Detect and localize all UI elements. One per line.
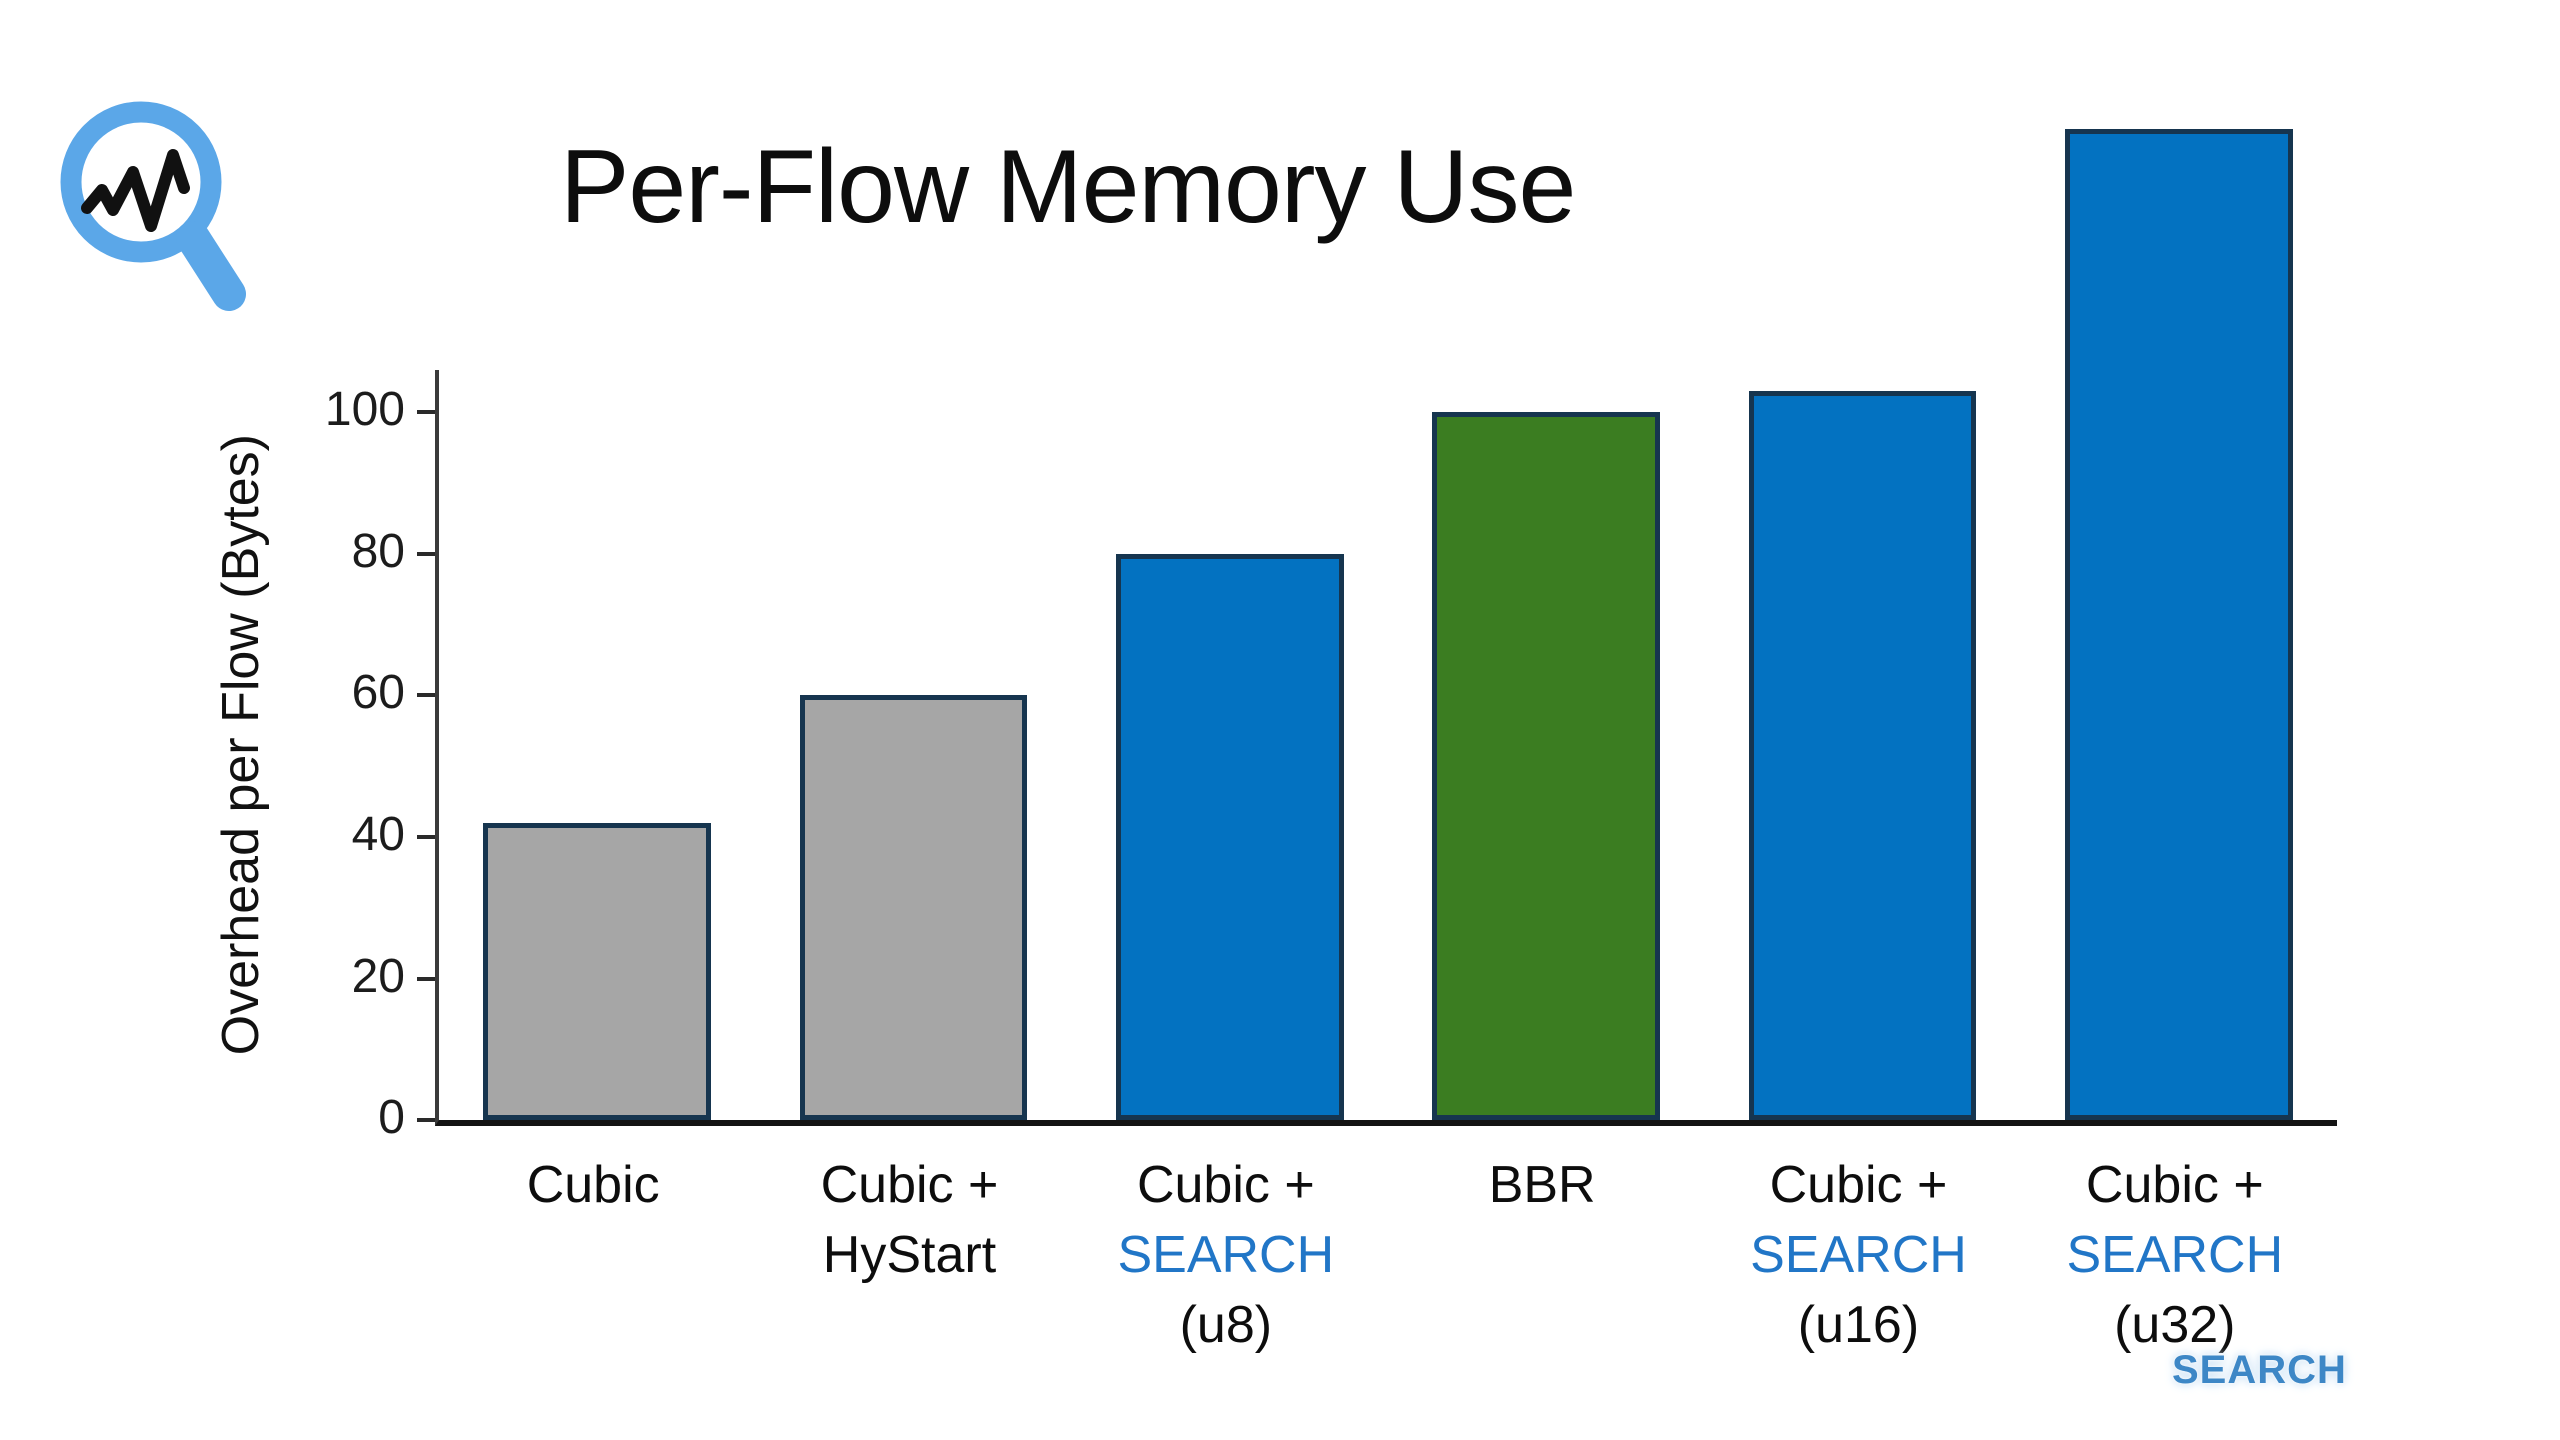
y-tick-label: 100 (324, 383, 405, 437)
x-label-line: BBR (1488, 1156, 1596, 1214)
waveform-icon (81, 149, 190, 232)
y-tick-mark (417, 410, 435, 415)
y-tick-mark (417, 693, 435, 698)
bar-slot (1072, 370, 1388, 1120)
y-tick-label: 80 (351, 524, 405, 578)
x-label-line: Cubic + (820, 1156, 999, 1214)
x-label-line: SEARCH (1750, 1226, 1967, 1284)
magnifier-waveform-logo-icon (60, 101, 246, 311)
y-tick-label: 20 (351, 949, 405, 1003)
y-tick-mark (417, 551, 435, 556)
x-label-line: (u32) (2114, 1296, 2236, 1354)
x-label-line: SEARCH (2066, 1226, 2284, 1284)
x-label-cubic-hystart: Cubic + HyStart (751, 1150, 1067, 1360)
x-label-line: SEARCH (1117, 1226, 1335, 1284)
bars-group (439, 129, 2337, 1120)
bar-cubic-search-u32 (2064, 129, 2293, 1120)
magnifier-handle (176, 221, 246, 311)
search-watermark: SEARCH (2172, 1348, 2347, 1392)
x-label-bbr: BBR (1384, 1150, 1700, 1360)
y-tick-label: 40 (351, 807, 405, 861)
bar-cubic-search-u16 (1748, 391, 1977, 1120)
x-label-line: Cubic + (2085, 1156, 2264, 1214)
x-label-cubic-search-u8: Cubic + SEARCH (u8) (1068, 1150, 1384, 1360)
chart-title: Per-Flow Memory Use (560, 129, 1576, 245)
bar-slot (439, 370, 755, 1120)
x-label-line: Cubic + (1769, 1156, 1948, 1214)
x-label-line: (u8) (1179, 1296, 1273, 1354)
y-tick-mark (417, 976, 435, 981)
bar-bbr (1432, 412, 1661, 1120)
y-tick-label: 60 (351, 666, 405, 720)
x-label-cubic: Cubic (435, 1150, 751, 1360)
y-tick-label: 0 (378, 1091, 405, 1144)
bar-cubic-search-u8 (1115, 553, 1344, 1120)
x-label-cubic-search-u16: Cubic + SEARCH (u16) (1700, 1150, 2016, 1360)
y-tick-mark (417, 1118, 435, 1122)
x-label-line: Cubic (526, 1156, 660, 1214)
x-label-line: HyStart (822, 1226, 997, 1284)
y-tick-mark (417, 834, 435, 839)
x-label-line: Cubic + (1136, 1156, 1315, 1214)
plot-area: 0 20 40 60 80 100 (325, 129, 2337, 1144)
y-axis-title: Overhead per Flow (Bytes) (212, 434, 270, 1056)
x-axis-labels: Cubic Cubic + HyStart Cubic + SEARCH (u8) BBR C… (435, 1150, 2333, 1360)
bar-slot (1388, 370, 1704, 1120)
bar-cubic-hystart (799, 695, 1028, 1120)
x-label-cubic-search-u32: Cubic + SEARCH (u32) (2017, 1150, 2333, 1360)
bar-slot (2021, 129, 2337, 1120)
bar-slot (1704, 370, 2020, 1120)
x-label-line: (u16) (1797, 1296, 1920, 1354)
bar-slot (755, 370, 1071, 1120)
bar-cubic (483, 822, 712, 1120)
